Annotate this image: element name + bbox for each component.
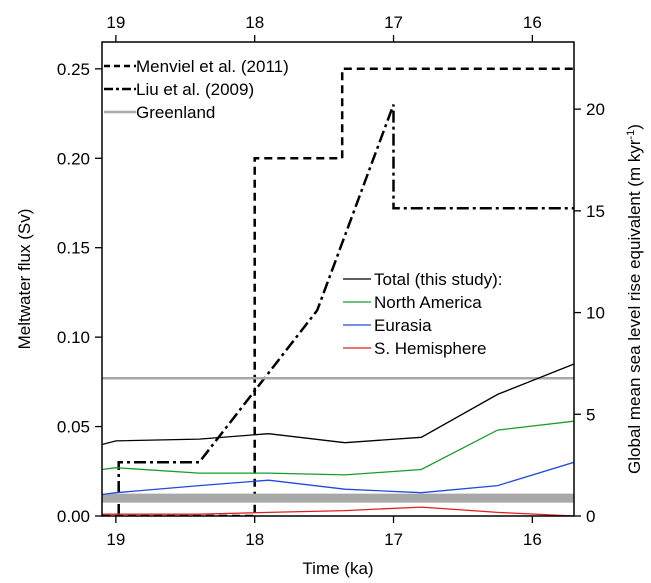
legend-label-bottom: Eurasia [374, 316, 432, 335]
series-line-north-america-5 [102, 420, 574, 476]
plot-frame [101, 41, 575, 517]
series-line-s-hemisphere-7 [102, 506, 574, 516]
x-tick-label-bottom: 18 [245, 530, 264, 549]
y2-axis-title: Global mean sea level rise equivalent (m… [625, 124, 644, 474]
x-tick-label-bottom: 16 [523, 530, 542, 549]
legend-label-top: Menviel et al. (2011) [136, 57, 289, 76]
legend-label-bottom: S. Hemisphere [374, 339, 486, 358]
y-tick-label-left: 0.25 [57, 60, 90, 79]
y-tick-label-left: 0.20 [57, 149, 90, 168]
series-line-total-this-study--4 [102, 363, 574, 446]
x-tick-label-top: 17 [384, 13, 403, 32]
series-line-menviel-et-al-2011--0 [102, 67, 574, 516]
legend-label-top: Greenland [136, 103, 215, 122]
y-tick-label-right: 0 [586, 507, 595, 526]
y-tick-label-right: 15 [586, 202, 605, 221]
legend-label-bottom: North America [374, 293, 482, 312]
series-line-liu-et-al-2009--1 [117, 104, 574, 516]
y-tick-label-right: 10 [586, 304, 605, 323]
legend-label-top: Liu et al. (2009) [136, 80, 254, 99]
series-line-eurasia-6 [102, 461, 574, 496]
y-tick-label-left: 0.10 [57, 328, 90, 347]
x-axis-title: Time (ka) [302, 559, 373, 578]
y-tick-label-left: 0.05 [57, 418, 90, 437]
y-axis-title: Meltwater flux (Sv) [15, 209, 34, 350]
y-tick-label-left: 0.15 [57, 239, 90, 258]
x-tick-label-bottom: 19 [106, 530, 125, 549]
y-tick-label-right: 5 [586, 405, 595, 424]
x-tick-label-top: 19 [106, 13, 125, 32]
y-tick-label-left: 0.00 [57, 507, 90, 526]
x-tick-label-bottom: 17 [384, 530, 403, 549]
y-tick-label-right: 20 [586, 100, 605, 119]
legend-label-bottom: Total (this study): [374, 270, 503, 289]
x-tick-label-top: 16 [523, 13, 542, 32]
x-tick-label-top: 18 [245, 13, 264, 32]
